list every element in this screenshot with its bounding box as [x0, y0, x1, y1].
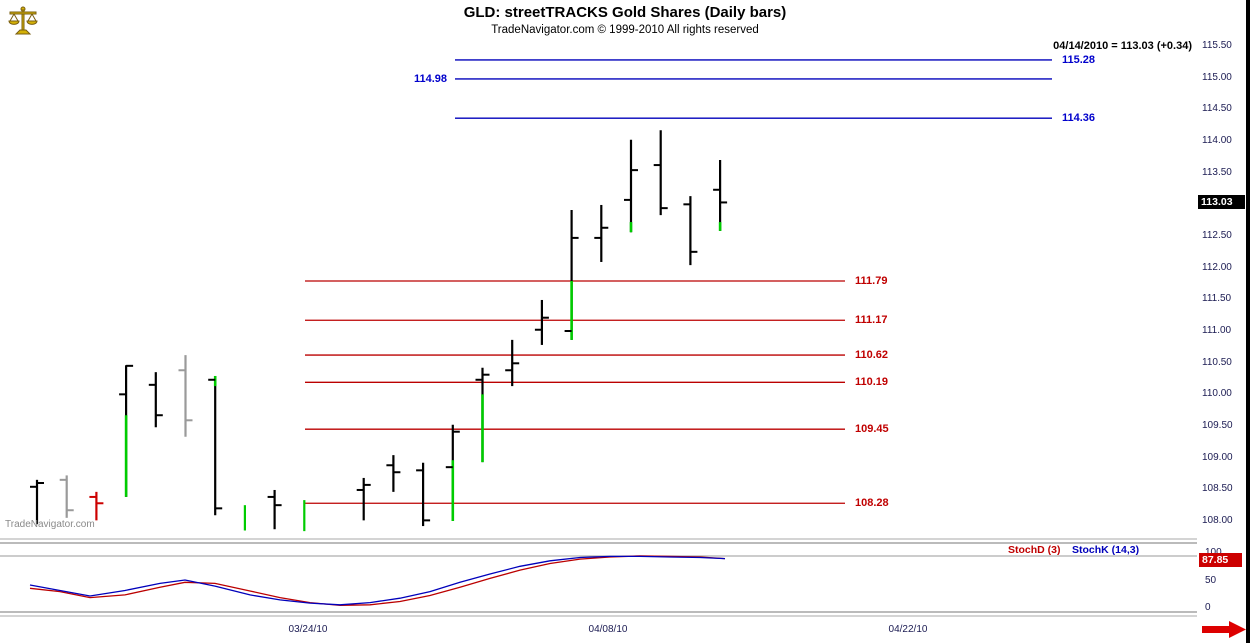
scroll-right-arrow[interactable]: [1200, 619, 1248, 640]
stochd-label: StochD (3): [1008, 544, 1061, 556]
window-right-border: [1246, 0, 1250, 643]
scales-logo-icon: [6, 3, 40, 37]
last-quote-line: 04/14/2010 = 113.03 (+0.34): [1053, 40, 1192, 52]
copyright-line: TradeNavigator.com © 1999-2010 All right…: [491, 24, 759, 36]
current-price-badge: 113.03: [1198, 195, 1245, 210]
watermark: TradeNavigator.com: [5, 519, 95, 530]
chart-title: GLD: streetTRACKS Gold Shares (Daily bar…: [463, 4, 787, 21]
stoch-current-badge: 87.85: [1199, 553, 1242, 567]
stochk-label: StochK (14,3): [1072, 544, 1140, 556]
